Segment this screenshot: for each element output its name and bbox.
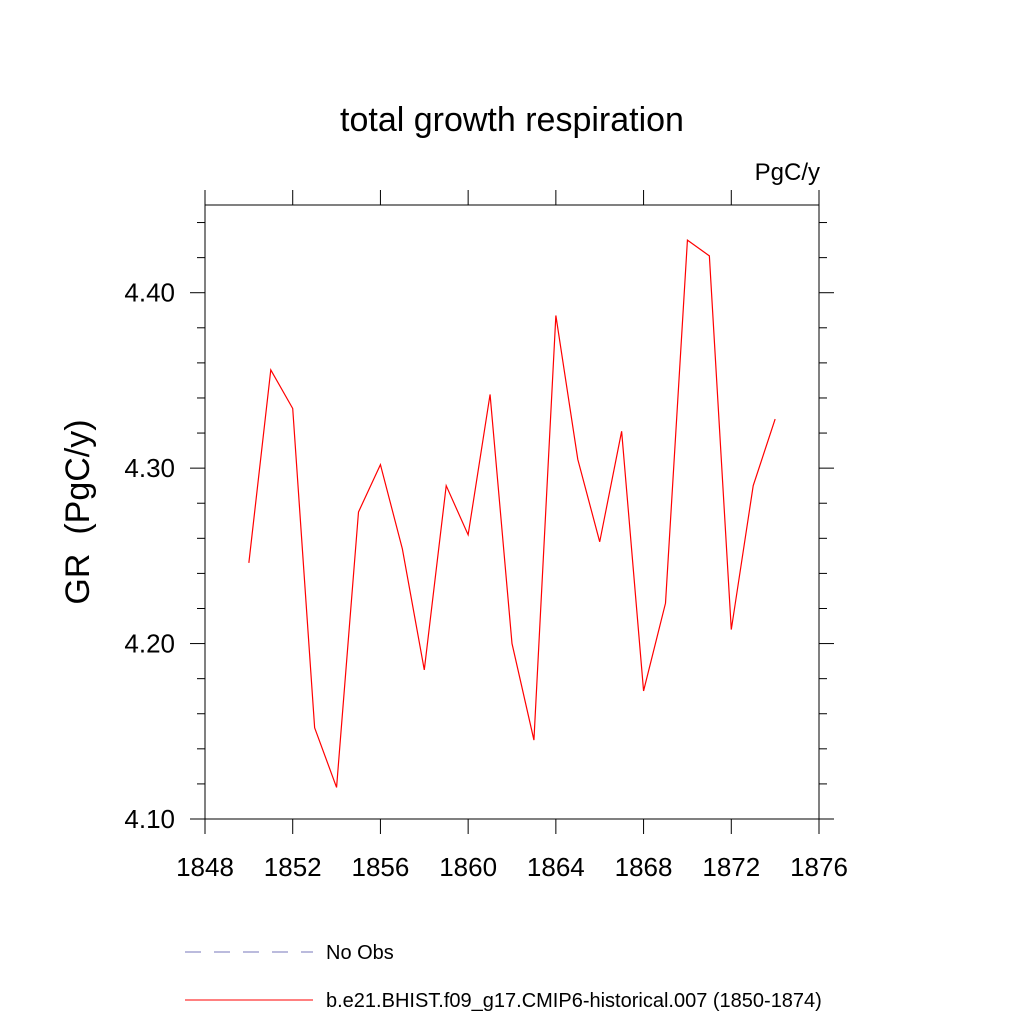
x-tick-label: 1848	[176, 852, 234, 882]
y-tick-label: 4.20	[124, 629, 175, 659]
y-tick-label: 4.40	[124, 278, 175, 308]
legend-label-0: No Obs	[326, 942, 394, 964]
x-tick-label: 1868	[615, 852, 673, 882]
plot-frame	[205, 205, 819, 819]
x-tick-label: 1872	[702, 852, 760, 882]
series-layer	[249, 240, 775, 787]
units-label: PgC/y	[755, 159, 820, 186]
chart-title: total growth respiration	[340, 101, 684, 139]
series-line-0	[249, 240, 775, 787]
legend-label-1: b.e21.BHIST.f09_g17.CMIP6-historical.007…	[326, 990, 822, 1012]
y-tick-label: 4.10	[124, 804, 175, 834]
x-tick-label: 1860	[439, 852, 497, 882]
y-axis-label: GR (PgC/y)	[59, 419, 97, 604]
x-tick-label: 1852	[264, 852, 322, 882]
y-tick-label: 4.30	[124, 453, 175, 483]
legend: No Obs b.e21.BHIST.f09_g17.CMIP6-historic…	[185, 942, 822, 1012]
x-tick-label: 1876	[790, 852, 848, 882]
x-tick-label: 1864	[527, 852, 585, 882]
axis-ticks: 1848 1852 1856 1860 1864 1868 1872 1876 4.10 4.20…	[124, 190, 848, 882]
x-tick-label: 1856	[352, 852, 410, 882]
